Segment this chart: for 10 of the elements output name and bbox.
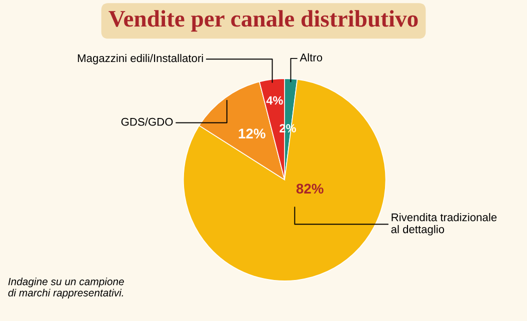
slice-label: GDS/GDO: [121, 118, 173, 126]
text: Indagine su un campione di marchi rappresentativi.: [8, 278, 124, 299]
slice-label: Magazzini edili/Installatori: [78, 54, 203, 64]
chart-title: Vendite per canale distributivo: [108, 10, 418, 32]
slice-label: Rivendita tradizionale al dettaglio: [391, 213, 497, 236]
data-label: 4%: [266, 96, 283, 105]
data-label: 12%: [238, 128, 266, 138]
pie-slice: [182, 78, 386, 282]
slice-label: Altro: [300, 53, 322, 62]
data-label: 82%: [296, 184, 324, 194]
